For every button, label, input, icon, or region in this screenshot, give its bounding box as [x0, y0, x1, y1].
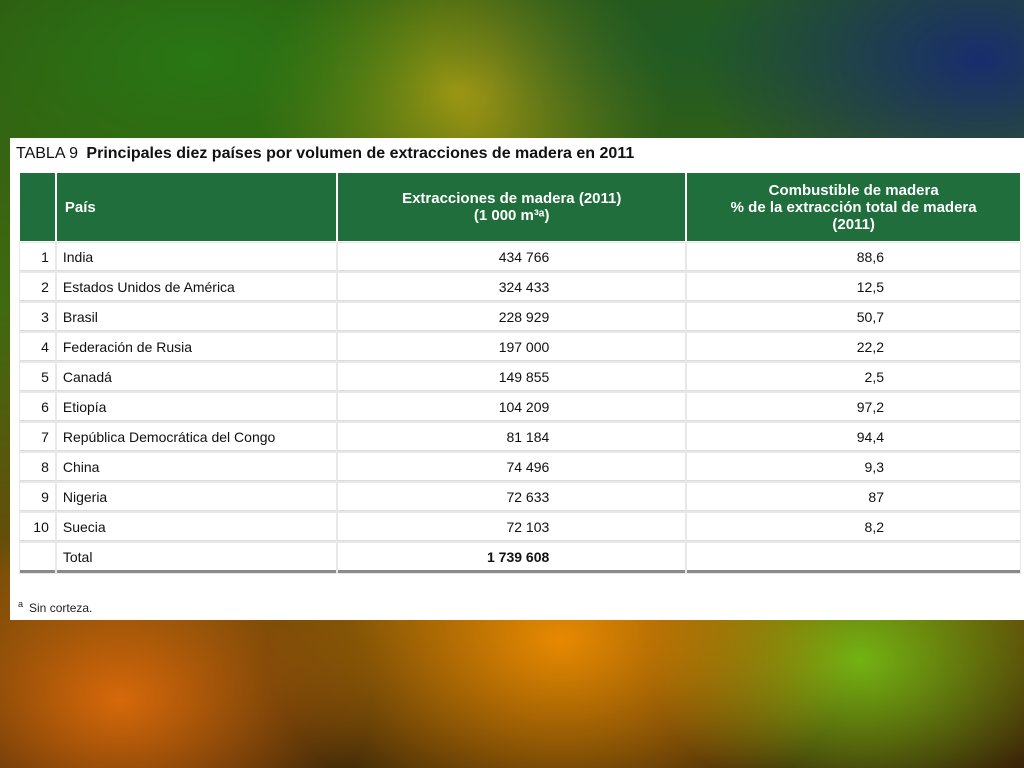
table-row: 6 Etiopía 104 209 97,2: [20, 393, 1020, 421]
header-extraction-line1: Extracciones de madera (2011): [402, 190, 622, 207]
row-extraction: 72 633: [338, 483, 686, 511]
row-extraction: 74 496: [338, 453, 686, 481]
row-extraction: 104 209: [338, 393, 686, 421]
table-row: 7 República Democrática del Congo 81 184…: [20, 423, 1020, 451]
row-extraction: 228 929: [338, 303, 686, 331]
header-row: País Extracciones de madera (2011) (1 00…: [20, 173, 1020, 241]
row-country: Federación de Rusia: [56, 333, 337, 361]
row-rank: 2: [20, 273, 55, 301]
row-extraction: 434 766: [338, 243, 686, 271]
header-fuel: Combustible de madera % de la extracción…: [687, 173, 1020, 241]
total-row: Total 1 739 608: [20, 543, 1020, 573]
table-sheet: TABLA 9 Principales diez países por volu…: [10, 138, 1024, 620]
header-fuel-line3: (2011): [832, 215, 875, 233]
total-fuel: [687, 543, 1020, 573]
row-country: Estados Unidos de América: [56, 273, 337, 301]
row-extraction: 72 103: [338, 513, 686, 541]
row-rank: 4: [20, 333, 55, 361]
header-fuel-line2: % de la extracción total de madera: [730, 198, 977, 216]
row-country: Nigeria: [56, 483, 337, 511]
row-country: Brasil: [56, 303, 337, 331]
row-country: Canadá: [56, 363, 337, 391]
table-row: 8 China 74 496 9,3: [20, 453, 1020, 481]
total-rank: [20, 543, 55, 573]
table-row: 5 Canadá 149 855 2,5: [20, 363, 1020, 391]
row-fuel: 97,2: [687, 393, 1020, 421]
row-country: Suecia: [56, 513, 337, 541]
table-row: 10 Suecia 72 103 8,2: [20, 513, 1020, 541]
row-fuel: 94,4: [687, 423, 1020, 451]
row-rank: 5: [20, 363, 55, 391]
row-rank: 3: [20, 303, 55, 331]
table-title-text: Principales diez países por volumen de e…: [86, 145, 635, 162]
total-extraction: 1 739 608: [338, 543, 686, 573]
table-row: 9 Nigeria 72 633 87: [20, 483, 1020, 511]
table-row: 4 Federación de Rusia 197 000 22,2: [20, 333, 1020, 361]
footnote-mark: a: [18, 599, 24, 609]
row-fuel: 50,7: [687, 303, 1020, 331]
footnote: a Sin corteza.: [18, 599, 92, 615]
row-rank: 9: [20, 483, 55, 511]
row-country: China: [56, 453, 337, 481]
row-country: India: [56, 243, 337, 271]
data-table: País Extracciones de madera (2011) (1 00…: [18, 171, 1022, 575]
row-fuel: 88,6: [687, 243, 1020, 271]
row-extraction: 324 433: [338, 273, 686, 301]
row-rank: 6: [20, 393, 55, 421]
row-fuel: 2,5: [687, 363, 1020, 391]
row-fuel: 87: [687, 483, 1020, 511]
row-fuel: 12,5: [687, 273, 1020, 301]
header-extraction-line2: (1 000 m³ᵃ): [473, 207, 550, 224]
table-tag: TABLA 9: [16, 145, 78, 162]
header-number: [20, 173, 55, 241]
row-fuel: 9,3: [687, 453, 1020, 481]
header-fuel-line1: Combustible de madera: [768, 181, 939, 199]
row-rank: 7: [20, 423, 55, 451]
row-rank: 8: [20, 453, 55, 481]
row-rank: 10: [20, 513, 55, 541]
row-country: República Democrática del Congo: [56, 423, 337, 451]
table-row: 3 Brasil 228 929 50,7: [20, 303, 1020, 331]
total-label: Total: [56, 543, 337, 573]
header-extraction: Extracciones de madera (2011) (1 000 m³ᵃ…: [338, 173, 686, 241]
row-fuel: 22,2: [687, 333, 1020, 361]
row-fuel: 8,2: [687, 513, 1020, 541]
row-extraction: 197 000: [338, 333, 686, 361]
row-extraction: 81 184: [338, 423, 686, 451]
row-extraction: 149 855: [338, 363, 686, 391]
table-row: 2 Estados Unidos de América 324 433 12,5: [20, 273, 1020, 301]
table-title: TABLA 9 Principales diez países por volu…: [16, 145, 634, 163]
row-rank: 1: [20, 243, 55, 271]
table-row: 1 India 434 766 88,6: [20, 243, 1020, 271]
row-country: Etiopía: [56, 393, 337, 421]
footnote-text: Sin corteza.: [29, 601, 93, 615]
header-country: País: [56, 173, 337, 241]
